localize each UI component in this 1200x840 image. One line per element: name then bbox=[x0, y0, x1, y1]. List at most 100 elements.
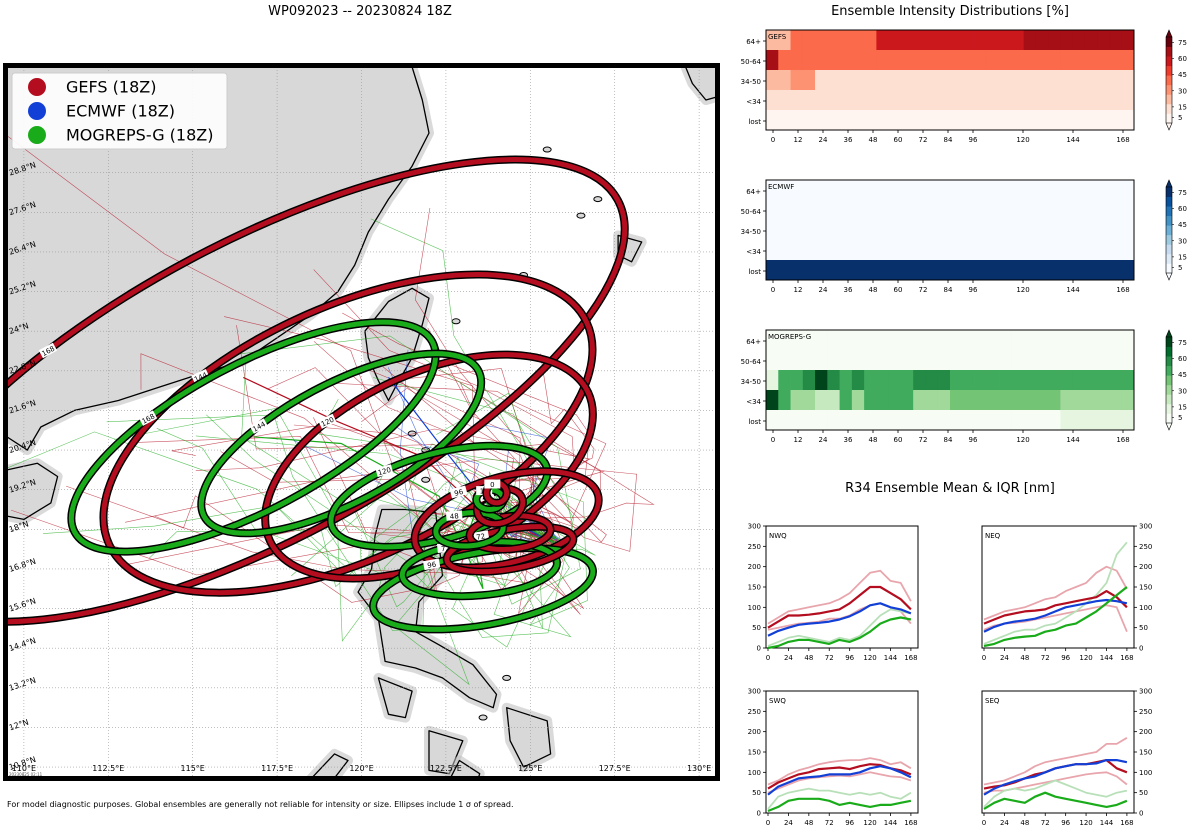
heatmap-cell bbox=[974, 70, 988, 91]
r34-nwq: NWQ 0 50 100 150 200 250 300 0 24 48 72 96 120 144 168 bbox=[748, 523, 919, 662]
land-china bbox=[7, 67, 430, 451]
heatmap-x-tick-label: 36 bbox=[844, 436, 853, 444]
heatmap-x-tick-label: 72 bbox=[919, 436, 928, 444]
colorbar-frame bbox=[1165, 186, 1173, 274]
heatmap-cell bbox=[827, 110, 840, 131]
heatmap-cell bbox=[937, 50, 951, 71]
colorbar-segment bbox=[1166, 225, 1172, 236]
colorbar-arrow-bottom bbox=[1165, 422, 1173, 431]
heatmap-cell bbox=[1097, 110, 1110, 131]
colorbar-segment bbox=[1166, 187, 1172, 197]
r34-neq: NEQ 0 50 100 150 200 250 300 0 24 48 72 96 120 144 168 bbox=[981, 523, 1152, 662]
heatmap-x-tick-label: 24 bbox=[819, 286, 828, 294]
y-tick-label: 50 bbox=[752, 789, 761, 797]
heatmap-cell bbox=[815, 410, 828, 431]
heatmap-x-tick-label: 0 bbox=[771, 286, 775, 294]
colorbar-segment bbox=[1166, 413, 1172, 424]
y-tick-label: 150 bbox=[1139, 749, 1152, 757]
heatmap-cell bbox=[925, 50, 939, 71]
heatmap-x-tick-label: 12 bbox=[794, 136, 803, 144]
series-ecmwf-mean bbox=[767, 765, 912, 796]
heatmap-cell bbox=[962, 410, 975, 431]
heatmap-cell bbox=[815, 30, 828, 51]
heatmap-x-tick-label: 0 bbox=[771, 436, 775, 444]
y-tick-label: 150 bbox=[1139, 584, 1152, 592]
heatmap-cell bbox=[1023, 410, 1037, 431]
heatmap-cell bbox=[778, 50, 791, 71]
heatmap-cell bbox=[1121, 50, 1135, 71]
x-tick-label: 24 bbox=[784, 819, 793, 827]
heatmap-cell bbox=[888, 370, 902, 391]
colorbar-arrow-top bbox=[1165, 179, 1173, 188]
colorbar-segment bbox=[1166, 37, 1172, 47]
land-palawan bbox=[311, 753, 349, 777]
heatmap-cell bbox=[876, 390, 890, 411]
x-tick-label: 120 bbox=[1079, 819, 1092, 827]
heatmap-cell bbox=[1109, 110, 1123, 131]
heatmap-cell bbox=[1072, 90, 1086, 111]
legend-marker-0 bbox=[28, 78, 46, 96]
y-tick-label: 150 bbox=[748, 584, 761, 592]
lon-tick-label: 110°E bbox=[12, 764, 36, 773]
heatmap-frame bbox=[765, 179, 1135, 281]
heatmap-cell bbox=[925, 370, 939, 391]
heatmap-cell bbox=[1035, 330, 1049, 351]
heatmap-x-tick-label: 24 bbox=[819, 436, 828, 444]
heatmap-cell bbox=[999, 410, 1012, 431]
heatmap-cell bbox=[864, 50, 877, 71]
colorbar-tick-label: 60 bbox=[1178, 205, 1187, 213]
series-mogreps-g-iqr-high bbox=[767, 787, 912, 810]
heatmap-cell bbox=[802, 90, 816, 111]
colorbar-segment bbox=[1166, 103, 1172, 114]
y-tick-label: 150 bbox=[748, 749, 761, 757]
heatmap-cell bbox=[962, 390, 975, 411]
colorbar-segment bbox=[1166, 253, 1172, 264]
heatmap-cell bbox=[1060, 370, 1074, 391]
heatmap-cell bbox=[1072, 410, 1086, 431]
heatmap-cell bbox=[1060, 70, 1074, 91]
colorbar-segment bbox=[1166, 365, 1172, 376]
heatmap-x-tick-label: 168 bbox=[1116, 436, 1129, 444]
series-mogreps-g-iqr-high bbox=[983, 779, 1128, 808]
x-tick-label: 96 bbox=[845, 819, 854, 827]
x-tick-label: 48 bbox=[804, 819, 813, 827]
heatmap-cell bbox=[950, 50, 963, 71]
colorbar-tick-label: 30 bbox=[1178, 387, 1187, 395]
colorbar-tick-label: 45 bbox=[1178, 371, 1187, 379]
heatmap-cell bbox=[1048, 90, 1061, 111]
colorbar-tick-label: 5 bbox=[1178, 264, 1182, 272]
panel-frame bbox=[981, 690, 1135, 814]
series-mogreps-g-iqr-high bbox=[767, 608, 912, 647]
heatmap-cell bbox=[937, 90, 951, 111]
colorbar-segment bbox=[1166, 356, 1172, 367]
y-tick-label: 200 bbox=[1139, 563, 1152, 571]
y-tick-label: 250 bbox=[748, 708, 761, 716]
x-tick-label: 120 bbox=[863, 819, 876, 827]
island-7 bbox=[421, 476, 431, 483]
heatmap-cell bbox=[974, 90, 988, 111]
panel-label: NEQ bbox=[985, 532, 1001, 540]
heatmap-cell bbox=[827, 90, 840, 111]
heatmap-cell bbox=[888, 330, 902, 351]
heatmap-cell bbox=[851, 330, 865, 351]
colorbar-tick-label: 75 bbox=[1178, 39, 1187, 47]
heatmap-cell bbox=[1023, 30, 1037, 51]
heatmap-cell bbox=[766, 330, 779, 351]
heatmap-cell bbox=[815, 70, 828, 91]
ellipse-ring bbox=[370, 545, 596, 632]
heatmap-cell bbox=[851, 390, 865, 411]
series-mogreps-g-mean bbox=[983, 586, 1128, 648]
heatmap-cell bbox=[925, 70, 939, 91]
heatmap-cell bbox=[1060, 390, 1074, 411]
heatmap-cell bbox=[864, 350, 877, 371]
series-mogreps-g-iqr-high bbox=[983, 541, 1128, 645]
heatmap-cell bbox=[999, 370, 1012, 391]
heatmap-x-tick-label: 48 bbox=[869, 136, 878, 144]
heatmap-cell bbox=[790, 370, 804, 391]
heatmap-x-tick-label: 144 bbox=[1066, 286, 1080, 294]
ellipse-mogreps-g-168: 168 bbox=[67, 318, 440, 556]
lon-tick-label: 122.5°E bbox=[430, 764, 462, 773]
colorbar-tick-label: 5 bbox=[1178, 114, 1182, 122]
colorbar-tick-label: 75 bbox=[1178, 189, 1187, 197]
colorbar-segment bbox=[1166, 215, 1172, 226]
